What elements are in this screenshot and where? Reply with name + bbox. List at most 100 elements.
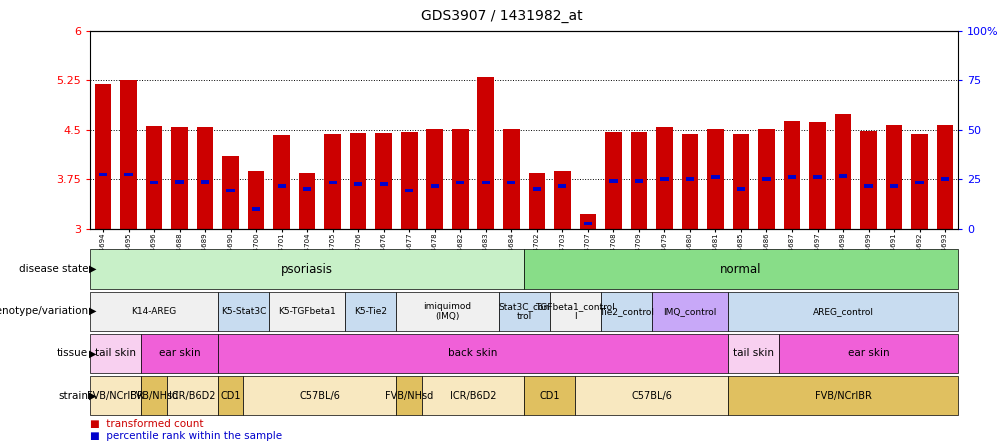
Bar bbox=[524, 376, 574, 415]
Bar bbox=[936, 125, 953, 229]
Text: tissue: tissue bbox=[57, 349, 88, 358]
Text: strain: strain bbox=[58, 391, 88, 400]
Bar bbox=[149, 181, 158, 184]
Bar bbox=[727, 334, 779, 373]
Bar bbox=[549, 292, 600, 331]
Bar bbox=[498, 292, 549, 331]
Bar bbox=[727, 292, 957, 331]
Bar bbox=[710, 175, 718, 179]
Bar bbox=[477, 77, 494, 229]
Bar bbox=[175, 180, 183, 184]
Text: K5-Tie2: K5-Tie2 bbox=[354, 307, 387, 316]
Bar bbox=[171, 127, 187, 229]
Text: back skin: back skin bbox=[448, 349, 497, 358]
Text: ICR/B6D2: ICR/B6D2 bbox=[449, 391, 496, 400]
Bar bbox=[655, 127, 672, 229]
Bar bbox=[252, 207, 261, 211]
Bar bbox=[659, 178, 668, 181]
Bar bbox=[299, 173, 316, 229]
Bar bbox=[278, 184, 286, 188]
Bar bbox=[558, 184, 566, 188]
Bar bbox=[90, 334, 141, 373]
Bar bbox=[604, 132, 621, 229]
Text: ear skin: ear skin bbox=[158, 349, 200, 358]
Text: GDS3907 / 1431982_at: GDS3907 / 1431982_at bbox=[420, 9, 582, 23]
Text: FVB/NHsd: FVB/NHsd bbox=[130, 391, 178, 400]
Bar bbox=[426, 129, 443, 229]
Text: FVB/NCrIBR: FVB/NCrIBR bbox=[814, 391, 871, 400]
Bar bbox=[396, 376, 422, 415]
Text: disease state: disease state bbox=[19, 264, 88, 274]
Bar bbox=[124, 173, 132, 176]
Bar bbox=[532, 187, 540, 191]
Text: ear skin: ear skin bbox=[847, 349, 889, 358]
Bar bbox=[90, 292, 217, 331]
Bar bbox=[243, 376, 396, 415]
Bar bbox=[379, 182, 388, 186]
Text: K5-TGFbeta1: K5-TGFbeta1 bbox=[278, 307, 336, 316]
Bar bbox=[481, 181, 489, 184]
Bar bbox=[422, 376, 523, 415]
Bar bbox=[274, 135, 290, 229]
Text: IMQ_control: IMQ_control bbox=[662, 307, 715, 316]
Bar bbox=[456, 181, 464, 184]
Text: FVB/NCrIBR: FVB/NCrIBR bbox=[87, 391, 144, 400]
Bar bbox=[681, 135, 697, 229]
Bar bbox=[452, 129, 468, 229]
Bar bbox=[166, 376, 217, 415]
Text: ICR/B6D2: ICR/B6D2 bbox=[169, 391, 215, 400]
Bar bbox=[838, 174, 847, 178]
Bar bbox=[889, 184, 898, 188]
Bar bbox=[706, 129, 723, 229]
Bar bbox=[345, 292, 396, 331]
Text: FVB/NHsd: FVB/NHsd bbox=[385, 391, 433, 400]
Bar bbox=[269, 292, 345, 331]
Text: ■  transformed count: ■ transformed count bbox=[90, 419, 203, 429]
Bar bbox=[600, 292, 651, 331]
Bar bbox=[762, 178, 770, 181]
Text: psoriasis: psoriasis bbox=[281, 262, 333, 276]
Bar bbox=[324, 134, 341, 229]
Text: ▶: ▶ bbox=[89, 306, 96, 316]
Text: Tie2_control: Tie2_control bbox=[598, 307, 653, 316]
Bar bbox=[90, 376, 141, 415]
Bar bbox=[911, 134, 927, 229]
Bar bbox=[758, 129, 774, 229]
Bar bbox=[430, 184, 439, 188]
Text: C57BL/6: C57BL/6 bbox=[630, 391, 671, 400]
Text: genotype/variation: genotype/variation bbox=[0, 306, 88, 316]
Bar bbox=[401, 132, 417, 229]
Bar bbox=[141, 334, 217, 373]
Text: ▶: ▶ bbox=[89, 349, 96, 358]
Text: C57BL/6: C57BL/6 bbox=[300, 391, 340, 400]
Bar bbox=[145, 126, 162, 229]
Bar bbox=[217, 334, 727, 373]
Text: K14-AREG: K14-AREG bbox=[131, 307, 176, 316]
Bar bbox=[329, 181, 337, 184]
Bar bbox=[217, 376, 243, 415]
Text: tail skin: tail skin bbox=[95, 349, 136, 358]
Bar bbox=[405, 189, 413, 192]
Bar bbox=[608, 179, 617, 183]
Bar bbox=[885, 125, 902, 229]
Text: normal: normal bbox=[719, 262, 761, 276]
Bar bbox=[200, 180, 209, 184]
Text: K5-Stat3C: K5-Stat3C bbox=[220, 307, 266, 316]
Bar bbox=[141, 376, 166, 415]
Bar bbox=[783, 121, 800, 229]
Bar bbox=[94, 84, 111, 229]
Bar bbox=[553, 170, 570, 229]
Bar bbox=[834, 114, 851, 229]
Bar bbox=[354, 182, 362, 186]
Bar bbox=[915, 181, 923, 184]
Bar bbox=[779, 334, 957, 373]
Bar bbox=[574, 376, 727, 415]
Bar bbox=[634, 179, 642, 183]
Bar bbox=[196, 127, 213, 229]
Text: ■  percentile rank within the sample: ■ percentile rank within the sample bbox=[90, 431, 283, 441]
Bar bbox=[727, 376, 957, 415]
Bar bbox=[528, 173, 544, 229]
Bar bbox=[90, 250, 523, 289]
Bar bbox=[120, 80, 136, 229]
Text: CD1: CD1 bbox=[220, 391, 240, 400]
